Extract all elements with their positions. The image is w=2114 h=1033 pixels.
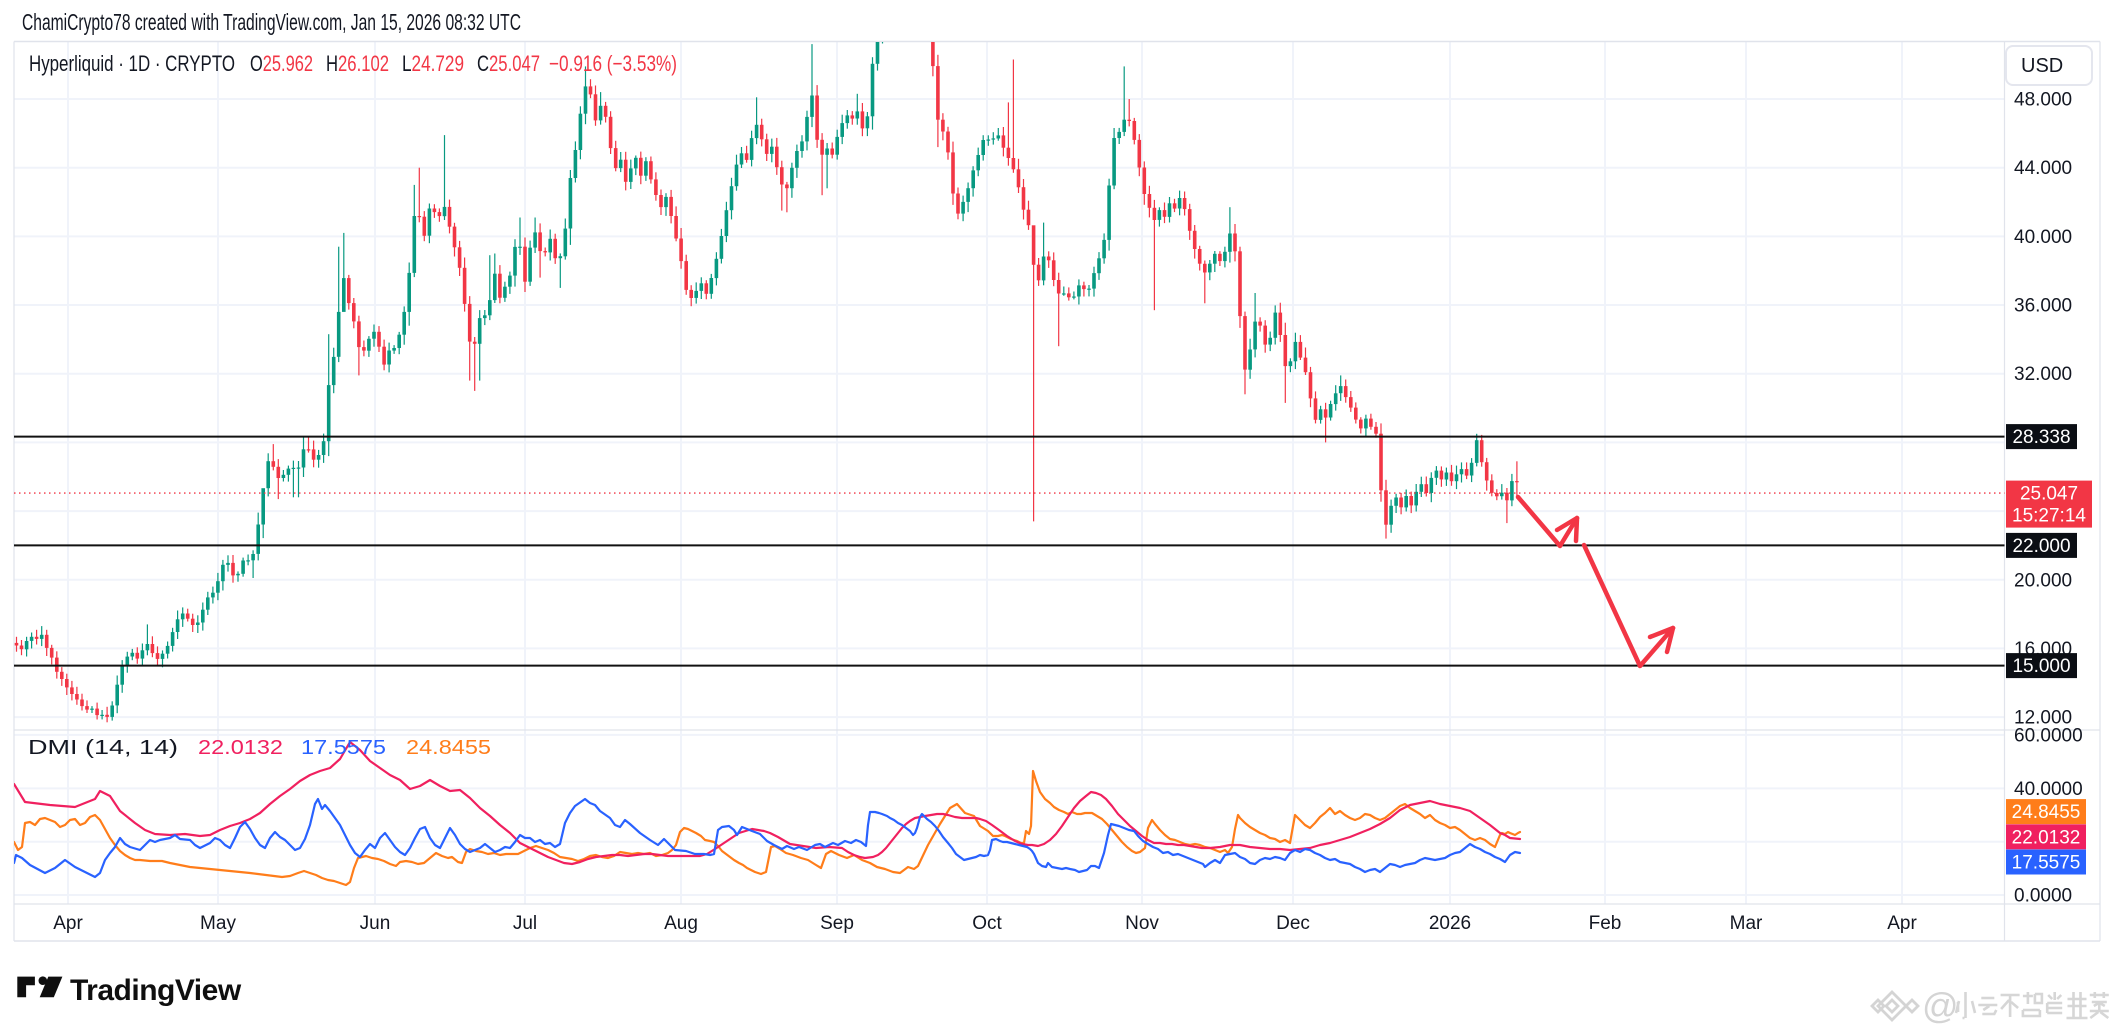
svg-text:Dec: Dec bbox=[1276, 913, 1310, 934]
svg-text:20.000: 20.000 bbox=[2014, 570, 2072, 591]
svg-text:C25.047: C25.047 bbox=[477, 51, 540, 76]
svg-text:Feb: Feb bbox=[1589, 913, 1622, 934]
svg-text:44.000: 44.000 bbox=[2014, 158, 2072, 179]
svg-text:USD: USD bbox=[2021, 55, 2063, 77]
svg-text:Jul: Jul bbox=[513, 913, 537, 934]
svg-text:2026: 2026 bbox=[1429, 913, 1471, 934]
svg-text:12.000: 12.000 bbox=[2014, 708, 2072, 729]
svg-text:L24.729: L24.729 bbox=[402, 51, 464, 76]
svg-text:15.000: 15.000 bbox=[2012, 656, 2070, 677]
svg-text:40.000: 40.000 bbox=[2014, 227, 2072, 248]
svg-text:Apr: Apr bbox=[1887, 913, 1917, 934]
svg-text:O25.962: O25.962 bbox=[250, 51, 313, 76]
svg-text:17.5575: 17.5575 bbox=[2012, 853, 2081, 874]
svg-text:60.0000: 60.0000 bbox=[2014, 725, 2083, 746]
svg-text:15:27:14: 15:27:14 bbox=[2012, 506, 2086, 527]
svg-text:DMI (14, 14): DMI (14, 14) bbox=[28, 737, 178, 759]
svg-text:Apr: Apr bbox=[53, 913, 83, 934]
svg-text:48.000: 48.000 bbox=[2014, 90, 2072, 111]
svg-text:Nov: Nov bbox=[1125, 913, 1159, 934]
svg-text:32.000: 32.000 bbox=[2014, 364, 2072, 385]
svg-text:17.5575: 17.5575 bbox=[301, 737, 386, 759]
svg-text:24.8455: 24.8455 bbox=[2012, 802, 2081, 823]
svg-text:22.0132: 22.0132 bbox=[198, 737, 283, 759]
svg-text:24.8455: 24.8455 bbox=[406, 737, 491, 759]
svg-text:Sep: Sep bbox=[820, 913, 854, 934]
svg-text:H26.102: H26.102 bbox=[326, 51, 389, 76]
svg-text:Hyperliquid · 1D · CRYPTO: Hyperliquid · 1D · CRYPTO bbox=[29, 51, 235, 76]
svg-text:Oct: Oct bbox=[972, 913, 1002, 934]
svg-text:25.047: 25.047 bbox=[2020, 484, 2078, 505]
svg-text:Aug: Aug bbox=[664, 913, 698, 934]
svg-text:ChamiCrypto78 created with Tra: ChamiCrypto78 created with TradingView.c… bbox=[22, 9, 521, 35]
svg-text:@: @ bbox=[1922, 985, 1959, 1026]
svg-text:28.338: 28.338 bbox=[2012, 427, 2070, 448]
svg-text:Jun: Jun bbox=[360, 913, 391, 934]
svg-text:0.0000: 0.0000 bbox=[2014, 886, 2072, 907]
svg-text:40.0000: 40.0000 bbox=[2014, 779, 2083, 800]
svg-text:−0.916 (−3.53%): −0.916 (−3.53%) bbox=[549, 51, 677, 76]
svg-text:TradingView: TradingView bbox=[70, 974, 242, 1007]
svg-text:22.000: 22.000 bbox=[2012, 536, 2070, 557]
svg-text:22.0132: 22.0132 bbox=[2012, 827, 2081, 848]
svg-text:Mar: Mar bbox=[1730, 913, 1763, 934]
svg-text:May: May bbox=[200, 913, 236, 934]
svg-text:36.000: 36.000 bbox=[2014, 296, 2072, 317]
